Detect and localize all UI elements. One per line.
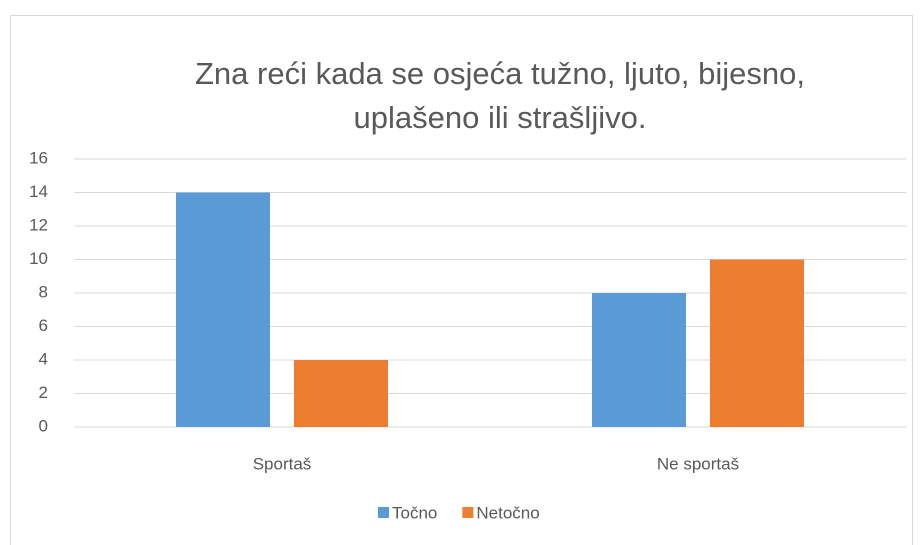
legend-label: Točno [392, 503, 437, 522]
y-tick-label: 14 [29, 182, 48, 201]
y-tick-label: 6 [39, 316, 48, 335]
x-tick-label: Ne sportaš [657, 454, 739, 473]
legend-label: Netočno [476, 503, 539, 522]
y-tick-label: 16 [29, 148, 48, 167]
bar [176, 192, 270, 427]
y-tick-label: 4 [39, 349, 48, 368]
bar [294, 360, 388, 427]
y-tick-label: 8 [39, 282, 48, 301]
legend-swatch [378, 507, 389, 518]
y-tick-label: 0 [39, 416, 48, 435]
bar [710, 259, 804, 427]
y-tick-label: 2 [39, 383, 48, 402]
x-tick-label: Sportaš [253, 454, 312, 473]
legend-swatch [462, 507, 474, 518]
chart-title: Zna reći kada se osjeća tužno, ljuto, bi… [194, 56, 805, 135]
chart-frame [10, 15, 913, 545]
y-tick-label: 10 [29, 249, 48, 268]
y-tick-label: 12 [29, 215, 48, 234]
bar [592, 293, 686, 427]
